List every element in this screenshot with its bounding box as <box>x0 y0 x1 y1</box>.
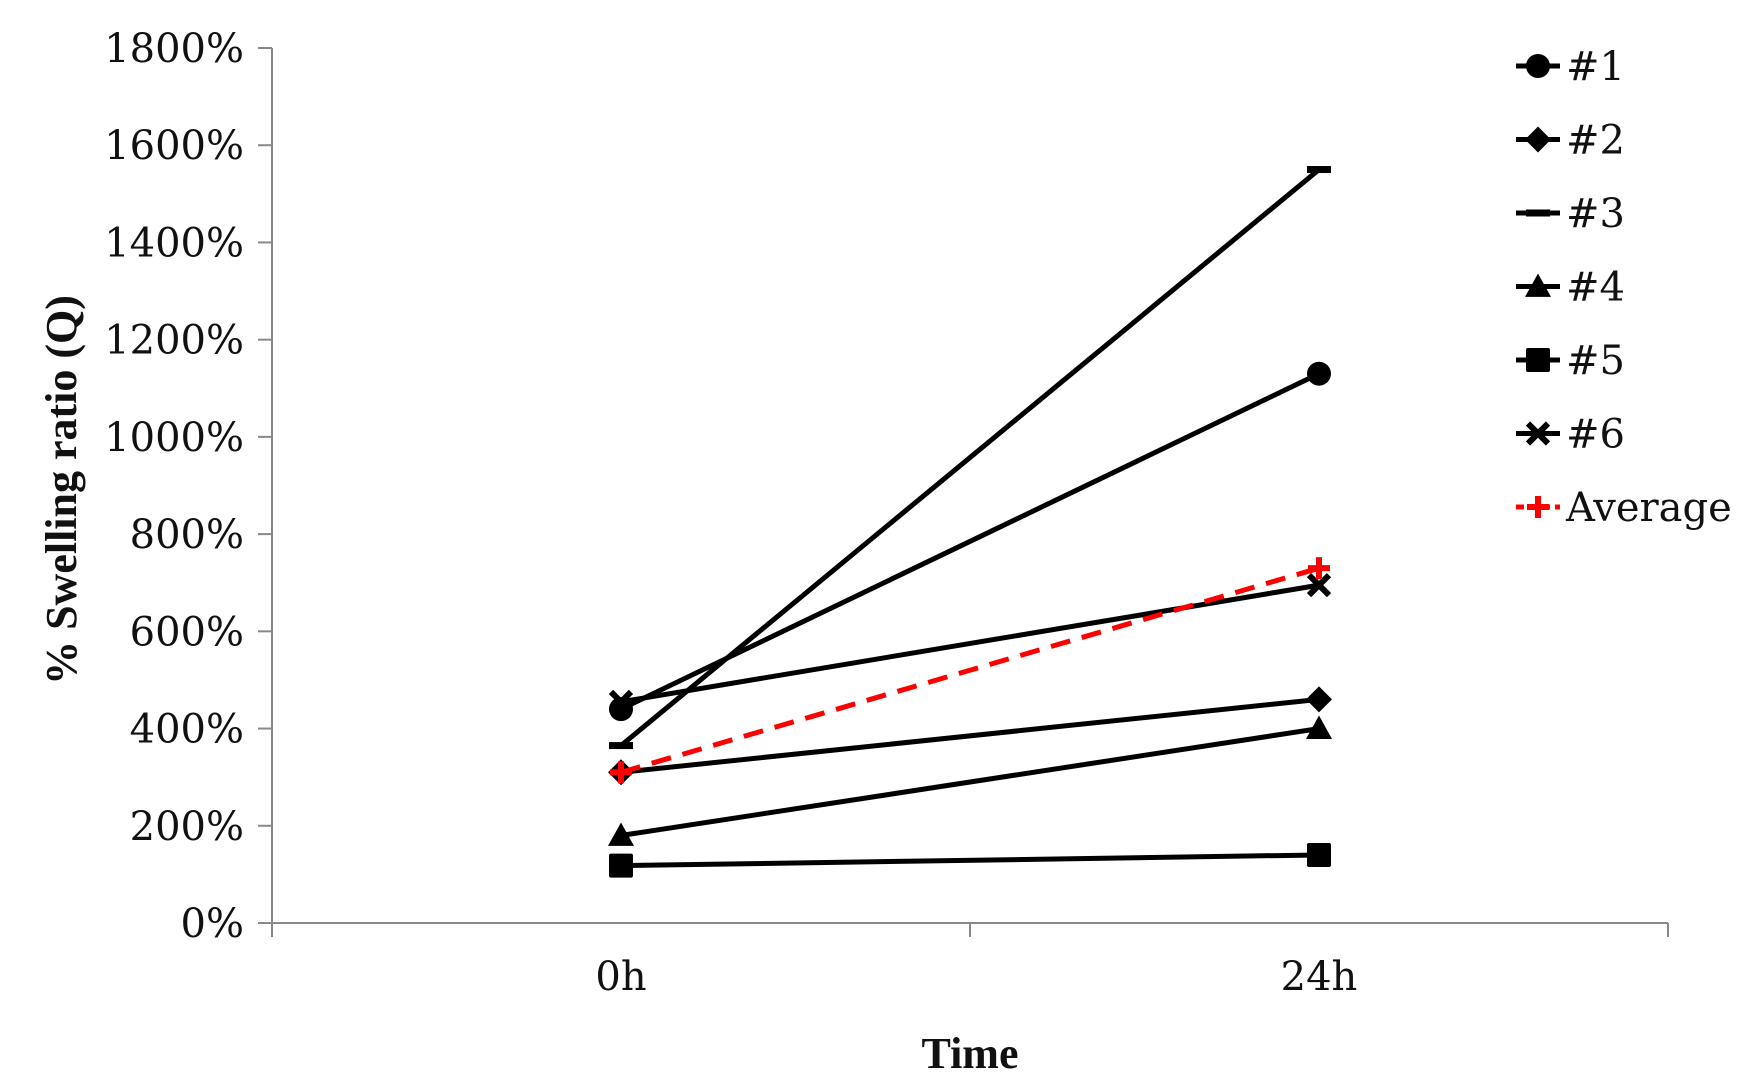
data-point <box>608 822 634 846</box>
data-point <box>610 761 632 784</box>
x-tick-label: 0h <box>595 954 646 1000</box>
x-tick-label: 24h <box>1281 954 1358 1000</box>
y-tick-label: 1200% <box>104 318 244 364</box>
y-tick-label: 0% <box>181 901 244 947</box>
legend-label: #6 <box>1566 412 1625 458</box>
legend-item: #1 <box>1516 44 1625 90</box>
legend-label: #5 <box>1566 338 1625 384</box>
data-point <box>609 742 633 750</box>
y-tick-label: 1400% <box>104 220 244 266</box>
x-axis-title: Time <box>922 1029 1019 1078</box>
legend-marker <box>1526 209 1550 217</box>
series-line <box>620 565 1320 775</box>
y-tick-label: 800% <box>130 512 244 558</box>
legend-marker <box>1525 273 1551 297</box>
series-5 <box>609 842 1331 878</box>
legend-item: Average <box>1516 485 1732 531</box>
series-4 <box>608 715 1332 846</box>
y-tick-label: 1000% <box>104 415 244 461</box>
series-line <box>620 852 1320 869</box>
y-tick-label: 200% <box>130 804 244 850</box>
legend: #1 #2 #3 #4 #5 #6 Average <box>1516 44 1732 531</box>
legend-label: Average <box>1565 485 1732 531</box>
data-point <box>1307 842 1331 867</box>
legend-marker <box>1526 348 1550 372</box>
y-axis-title: % Swelling ratio (Q) <box>37 295 86 685</box>
data-point <box>1307 361 1331 386</box>
series-3 <box>609 166 1331 750</box>
legend-marker <box>1525 421 1551 446</box>
series-line <box>620 696 1320 775</box>
legend-item: #6 <box>1516 412 1625 458</box>
legend-label: #2 <box>1566 118 1625 164</box>
y-tick-label: 1800% <box>104 26 244 72</box>
legend-label: #3 <box>1566 191 1625 237</box>
y-tick-label: 400% <box>130 707 244 753</box>
legend-marker <box>1527 496 1549 518</box>
legend-item: #2 <box>1516 118 1625 164</box>
series-line <box>619 371 1321 712</box>
axes: 0% 200% 400% 600% 800% 1000% 1200% 1400% 1600% 18… <box>104 26 1669 1000</box>
legend-marker <box>1525 126 1551 153</box>
series-line <box>619 167 1321 748</box>
legend-label: #4 <box>1566 265 1625 311</box>
y-tick-label: 600% <box>130 609 244 655</box>
data-point <box>1306 715 1332 739</box>
legend-item: #5 <box>1516 338 1625 384</box>
series-line <box>620 726 1320 838</box>
legend-label: #1 <box>1566 44 1625 90</box>
series-layer <box>608 166 1332 878</box>
data-point <box>608 689 634 714</box>
data-point <box>1307 166 1331 174</box>
series-2 <box>608 686 1332 786</box>
legend-item: #4 <box>1516 265 1625 311</box>
data-point <box>1308 557 1330 580</box>
series-average <box>610 557 1330 784</box>
legend-marker <box>1526 54 1550 78</box>
data-point <box>1306 686 1332 713</box>
data-point <box>609 853 633 878</box>
legend-item: #3 <box>1516 191 1625 237</box>
series-line <box>620 582 1320 705</box>
series-6 <box>608 573 1332 714</box>
data-point <box>1306 573 1332 598</box>
y-tick-label: 1600% <box>104 123 244 169</box>
